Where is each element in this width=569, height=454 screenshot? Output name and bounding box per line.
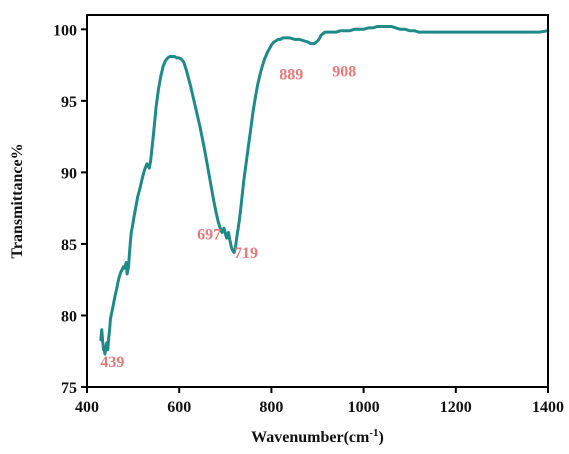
- x-axis-ticks: 400 600 800 1000 1200 1400: [75, 387, 564, 416]
- x-tick-label: 400: [75, 399, 99, 416]
- y-tick-label: 85: [61, 237, 77, 254]
- x-axis-title-close: ): [379, 429, 384, 446]
- x-axis-title: Wavenumber(cm-1): [251, 427, 384, 446]
- peak-label-439: 439: [100, 354, 124, 371]
- transmittance-series-line: [99, 24, 550, 356]
- peak-label-908: 908: [332, 64, 356, 81]
- y-tick-label: 100: [53, 22, 77, 39]
- x-tick-label: 1200: [440, 399, 472, 416]
- y-axis-title: Transmittance%: [9, 143, 26, 258]
- y-tick-label: 90: [61, 165, 77, 182]
- y-tick-label: 75: [61, 380, 77, 397]
- y-tick-label: 80: [61, 308, 77, 325]
- x-tick-label: 800: [259, 399, 283, 416]
- y-axis-ticks: 75 80 85 90 95 100: [53, 22, 87, 397]
- peak-label-719: 719: [234, 245, 258, 262]
- plot-frame: [86, 14, 549, 388]
- x-tick-label: 1000: [348, 399, 380, 416]
- peak-label-697: 697: [197, 227, 221, 244]
- peak-label-889: 889: [279, 66, 303, 83]
- x-axis-title-main: Wavenumber(cm: [251, 429, 370, 446]
- x-axis-title-superscript: -1: [369, 427, 378, 439]
- x-tick-label: 600: [167, 399, 191, 416]
- y-tick-label: 95: [61, 94, 77, 111]
- peak-annotations: 439 697 719 889 908: [100, 64, 356, 371]
- x-tick-label: 1400: [532, 399, 564, 416]
